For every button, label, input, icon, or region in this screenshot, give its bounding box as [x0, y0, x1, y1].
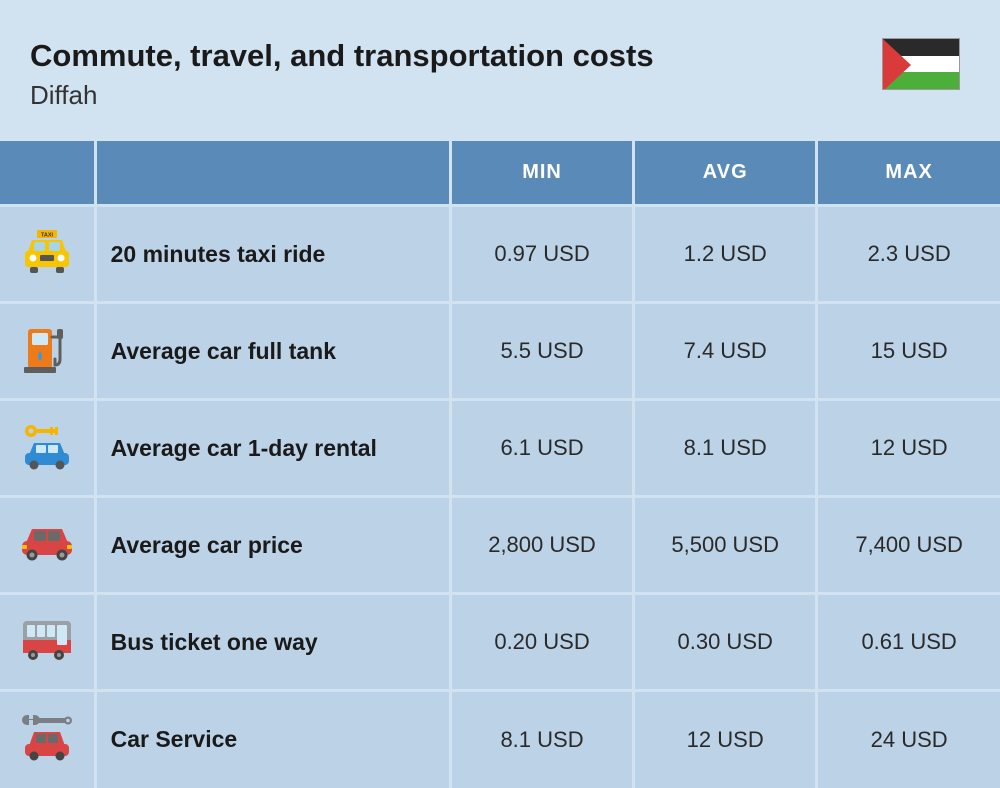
- col-header-avg: AVG: [634, 141, 817, 206]
- cell-min: 0.97 USD: [450, 206, 633, 303]
- cell-avg: 1.2 USD: [634, 206, 817, 303]
- cell-max: 0.61 USD: [817, 594, 1000, 691]
- cell-max: 2.3 USD: [817, 206, 1000, 303]
- cell-label: 20 minutes taxi ride: [95, 206, 450, 303]
- cell-icon: [0, 400, 95, 497]
- cell-min: 0.20 USD: [450, 594, 633, 691]
- costs-table: MIN AVG MAX TAXI: [0, 141, 1000, 788]
- col-header-max: MAX: [817, 141, 1000, 206]
- page-subtitle: Diffah: [30, 80, 654, 111]
- taxi-icon: TAXI: [20, 228, 74, 276]
- cell-avg: 5,500 USD: [634, 497, 817, 594]
- cell-icon: [0, 303, 95, 400]
- cell-min: 5.5 USD: [450, 303, 633, 400]
- cell-avg: 7.4 USD: [634, 303, 817, 400]
- table-row: Bus ticket one way 0.20 USD 0.30 USD 0.6…: [0, 594, 1000, 691]
- col-header-icon: [0, 141, 95, 206]
- cell-max: 7,400 USD: [817, 497, 1000, 594]
- fuel-pump-icon: [22, 323, 72, 375]
- cell-icon: TAXI: [0, 206, 95, 303]
- cell-icon: [0, 594, 95, 691]
- cell-label: Average car full tank: [95, 303, 450, 400]
- svg-text:TAXI: TAXI: [41, 232, 54, 238]
- table-row: Car Service 8.1 USD 12 USD 24 USD: [0, 691, 1000, 788]
- table-row: Average car 1-day rental 6.1 USD 8.1 USD…: [0, 400, 1000, 497]
- bus-icon: [19, 617, 75, 663]
- cell-label: Car Service: [95, 691, 450, 788]
- cell-icon: [0, 691, 95, 788]
- page-container: Commute, travel, and transportation cost…: [0, 0, 1000, 776]
- cell-max: 24 USD: [817, 691, 1000, 788]
- table-row: TAXI 20 minutes taxi ride 0.97 USD 1.2 U…: [0, 206, 1000, 303]
- car-rental-icon: [19, 421, 75, 471]
- cell-avg: 0.30 USD: [634, 594, 817, 691]
- cell-max: 12 USD: [817, 400, 1000, 497]
- cell-label: Average car 1-day rental: [95, 400, 450, 497]
- cell-min: 8.1 USD: [450, 691, 633, 788]
- header: Commute, travel, and transportation cost…: [0, 0, 1000, 141]
- cell-label: Average car price: [95, 497, 450, 594]
- cell-avg: 12 USD: [634, 691, 817, 788]
- car-icon: [18, 523, 76, 563]
- cell-avg: 8.1 USD: [634, 400, 817, 497]
- table-row: Average car full tank 5.5 USD 7.4 USD 15…: [0, 303, 1000, 400]
- table-header-row: MIN AVG MAX: [0, 141, 1000, 206]
- cell-min: 2,800 USD: [450, 497, 633, 594]
- cell-min: 6.1 USD: [450, 400, 633, 497]
- table-row: Average car price 2,800 USD 5,500 USD 7,…: [0, 497, 1000, 594]
- header-text: Commute, travel, and transportation cost…: [30, 38, 654, 111]
- cell-max: 15 USD: [817, 303, 1000, 400]
- cell-label: Bus ticket one way: [95, 594, 450, 691]
- col-header-label: [95, 141, 450, 206]
- cell-icon: [0, 497, 95, 594]
- col-header-min: MIN: [450, 141, 633, 206]
- page-title: Commute, travel, and transportation cost…: [30, 38, 654, 74]
- flag-icon: [882, 38, 960, 90]
- car-service-icon: [19, 712, 75, 762]
